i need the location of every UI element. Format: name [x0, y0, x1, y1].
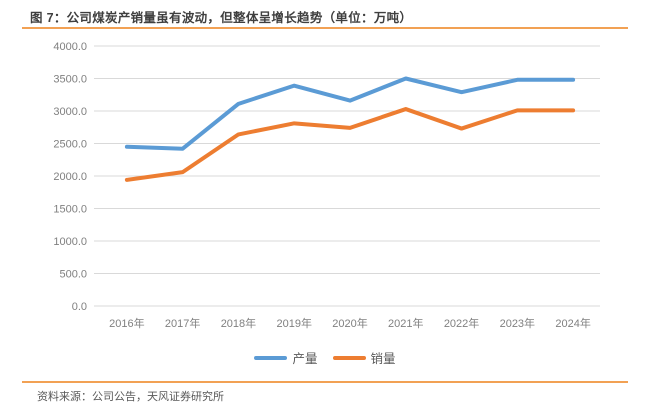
x-axis-tick-label: 2024年: [555, 316, 590, 330]
y-axis-tick-label: 4000.0: [53, 41, 87, 53]
production-legend-swatch: [254, 355, 288, 360]
line-chart: 0.0 500.0 1000.0 1500.0 2000.0 2500.0 3000.0 35…: [53, 41, 600, 330]
y-axis-tick-label: 2500.0: [53, 139, 87, 151]
x-axis-tick-label: 2018年: [221, 316, 256, 330]
source-note: 资料来源：公司公告，天风证券研究所: [37, 391, 224, 403]
y-axis-tick-label: 0.0: [72, 301, 87, 313]
production-legend-label: 产量: [292, 352, 318, 366]
figure-title: 图 7：公司煤炭产销量虽有波动，但整体呈增长趋势（单位：万吨）: [30, 11, 413, 25]
production-line: [124, 76, 576, 151]
x-axis-tick-label: 2019年: [276, 316, 311, 330]
x-axis-tick-label: 2021年: [388, 316, 423, 330]
y-axis-tick-label: 1000.0: [53, 236, 87, 248]
y-axis-tick-label: 2000.0: [53, 171, 87, 183]
footer-divider-rule: [22, 381, 628, 383]
y-axis-tick-label: 500.0: [59, 269, 87, 281]
y-axis-tick-label: 3500.0: [53, 74, 87, 86]
x-axis-tick-label: 2020年: [332, 316, 367, 330]
sales-legend-label: 销量: [370, 352, 396, 366]
chart-legend: 产量 销量: [0, 348, 650, 367]
x-axis-tick-label: 2016年: [109, 316, 144, 330]
sales-line: [124, 107, 576, 182]
x-axis-tick-label: 2022年: [444, 316, 479, 330]
legend-item-sales: 销量: [332, 348, 396, 367]
legend-item-production: 产量: [254, 348, 318, 367]
x-axis-tick-label: 2023年: [500, 316, 535, 330]
x-axis-tick-label: 2017年: [165, 316, 200, 330]
y-axis-tick-label: 1500.0: [53, 204, 87, 216]
title-divider-rule: [22, 27, 628, 29]
sales-legend-swatch: [332, 355, 366, 360]
y-axis-tick-label: 3000.0: [53, 106, 87, 118]
